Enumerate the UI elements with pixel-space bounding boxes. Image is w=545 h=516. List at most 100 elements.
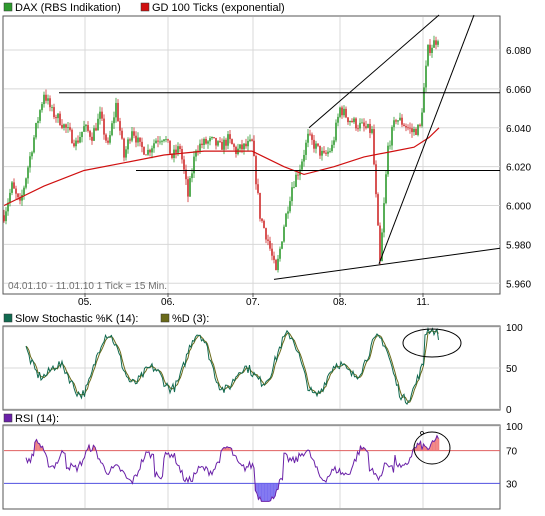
price-x-tick: 05.	[78, 297, 92, 308]
candle-body	[415, 128, 417, 135]
candle-body	[339, 107, 341, 117]
candle-body	[411, 128, 413, 133]
candle-body	[271, 248, 273, 256]
candle-body	[433, 40, 435, 48]
candle-body	[275, 259, 277, 271]
candle-body	[37, 120, 39, 124]
candle-body	[295, 174, 297, 187]
ma-line	[3, 127, 440, 207]
candle-body	[111, 123, 113, 136]
candle-body	[363, 122, 365, 127]
rsi-legend-icon	[3, 413, 13, 423]
price-panel-frame	[2, 15, 501, 295]
candle-body	[85, 125, 87, 127]
candle-body	[427, 44, 429, 66]
candle-body	[225, 139, 227, 146]
candle-body	[335, 122, 337, 141]
candle-body	[343, 108, 345, 116]
price-x-tick: 11.	[416, 297, 429, 308]
candle-body	[129, 139, 131, 141]
legend-rsi: RSI (14):	[15, 413, 59, 425]
candle-body	[227, 134, 229, 146]
candle-body	[163, 139, 165, 141]
candle-body	[359, 122, 361, 129]
candle-body	[317, 143, 319, 146]
candle-body	[13, 182, 15, 189]
candle-body	[347, 117, 349, 123]
rsi-line	[25, 434, 439, 502]
candle-body	[179, 146, 181, 149]
candle-body	[167, 139, 169, 141]
candle-body	[353, 118, 355, 123]
candle-body	[243, 143, 245, 150]
stoch-y-tick: 0	[506, 405, 512, 416]
candle-body	[239, 144, 241, 149]
candle-body	[397, 120, 399, 122]
candle-body	[349, 120, 351, 123]
candle-body	[219, 141, 221, 143]
trend-line	[378, 14, 475, 265]
rsi-legend: RSI (14):	[3, 413, 59, 425]
candle-body	[361, 122, 363, 124]
line-legend-icon	[140, 2, 150, 12]
candle-body	[107, 140, 109, 143]
date-range-label: 04.01.10 - 11.01.10 1 Tick = 15 Min.	[8, 281, 167, 292]
candle-body	[117, 102, 119, 122]
candle-body	[181, 148, 183, 160]
stoch-k-legend-icon	[3, 313, 13, 323]
candle-body	[15, 188, 17, 194]
candle-body	[81, 131, 83, 138]
candle-body	[345, 108, 347, 118]
candle-body	[375, 164, 377, 195]
candle-body	[351, 120, 353, 123]
candle-body	[123, 138, 125, 158]
candle-body	[65, 124, 67, 128]
candle-body	[147, 149, 149, 155]
candle-body	[337, 116, 339, 123]
candle-body	[283, 226, 285, 242]
candle-body	[213, 136, 215, 138]
candle-body	[215, 137, 217, 146]
price-y-tick: 5.980	[506, 240, 531, 251]
candle-body	[67, 127, 69, 128]
candle-body	[309, 133, 311, 135]
candle-body	[23, 187, 25, 195]
candle-body	[277, 258, 279, 271]
stoch-marks	[25, 326, 439, 405]
candle-body	[161, 140, 163, 142]
candle-body	[293, 186, 295, 188]
candle-body	[435, 40, 437, 45]
price-x-tick: 07.	[246, 297, 260, 308]
candle-body	[159, 141, 161, 143]
candle-body	[45, 94, 47, 101]
candle-body	[437, 41, 439, 45]
candle-body	[87, 125, 89, 131]
candle-body	[341, 107, 343, 116]
candle-body	[247, 141, 249, 147]
candle-body	[229, 134, 231, 140]
candle-body	[143, 147, 145, 155]
candle-body	[259, 192, 261, 219]
candle-body	[201, 143, 203, 145]
candle-body	[79, 137, 81, 143]
candle-body	[389, 145, 391, 147]
candle-body	[97, 118, 99, 131]
candle-body	[209, 138, 211, 142]
candle-body	[303, 154, 305, 162]
candle-body	[383, 203, 385, 233]
candle-body	[35, 123, 37, 138]
candle-body	[331, 144, 333, 152]
candle-body	[193, 156, 195, 174]
price-y-tick: 6.000	[506, 202, 531, 213]
candle-body	[151, 148, 153, 153]
candle-body	[281, 241, 283, 249]
price-y-tick: 6.080	[506, 46, 531, 57]
candle-body	[105, 134, 107, 141]
candle-body	[25, 178, 27, 188]
candle-body	[305, 142, 307, 155]
candle-body	[291, 187, 293, 202]
candle-body	[257, 184, 259, 193]
stoch-y-tick: 100	[506, 323, 523, 334]
candle-body	[153, 143, 155, 149]
candle-body	[403, 124, 405, 127]
